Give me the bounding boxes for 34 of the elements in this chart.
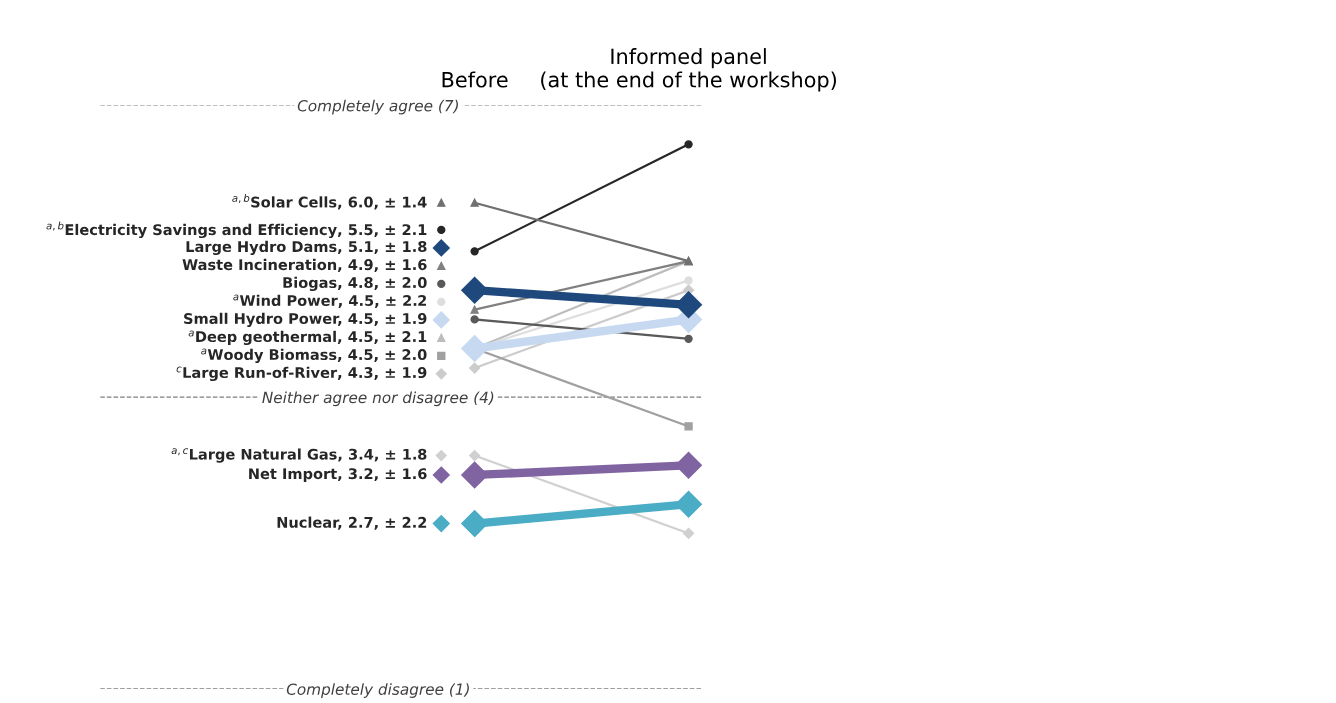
point bbox=[470, 305, 479, 314]
x-tick-label: Before bbox=[442, 71, 508, 88]
legend-label: Net Import, 3.2, ± 1.6 bbox=[249, 468, 427, 483]
legend-label: Waste Incineration, 4.9, ± 1.6 bbox=[182, 258, 427, 273]
legend-label: $^{a,b}$Electricity Savings and Efficiency, 5.5, ± 2.1 bbox=[46, 221, 427, 239]
legend-label: $^{a,b}$Solar Cells, 6.0, ± 1.4 bbox=[232, 194, 427, 210]
point bbox=[684, 276, 693, 285]
legend-label: $^{a}$Wind Power, 4.5, ± 2.2 bbox=[233, 294, 427, 308]
x-tick-label: Informed panel (at the end of the workshop) bbox=[541, 48, 836, 92]
point bbox=[675, 291, 703, 319]
legend-label: $^{a,c}$Large Natural Gas, 3.4, ± 1.8 bbox=[171, 448, 427, 463]
legend-label: Nuclear, 2.7, ± 2.2 bbox=[277, 516, 427, 530]
legend-label: $^{a}$Deep geothermal, 4.5, ± 2.1 bbox=[188, 330, 427, 346]
point bbox=[682, 527, 695, 539]
point bbox=[469, 449, 481, 462]
legend-label: Large Hydro Dams, 5.1, ± 1.8 bbox=[186, 240, 427, 256]
point bbox=[469, 362, 481, 374]
point bbox=[684, 422, 693, 431]
point bbox=[675, 451, 703, 479]
legend-label: Biogas, 4.8, ± 2.0 bbox=[283, 276, 427, 292]
legend-label: $^{a}$Woody Biomass, 4.5, ± 2.0 bbox=[201, 348, 427, 364]
point bbox=[461, 335, 489, 363]
point bbox=[470, 247, 479, 256]
point bbox=[684, 334, 693, 344]
point bbox=[461, 510, 489, 538]
point bbox=[470, 315, 479, 324]
text: Small Hydro Power, 4.5, ± 1.9 bbox=[184, 312, 427, 327]
y-tick-label: Completely agree (7) bbox=[297, 99, 458, 115]
point bbox=[675, 490, 703, 518]
legend-label: $^{c}$Large Run-of-River, 4.3, ± 1.9 bbox=[176, 366, 427, 382]
y-tick-label: Neither agree nor disagree (4) bbox=[262, 391, 494, 407]
point bbox=[470, 198, 479, 207]
point bbox=[684, 140, 693, 149]
y-tick-label: Completely disagree (1) bbox=[286, 683, 469, 698]
